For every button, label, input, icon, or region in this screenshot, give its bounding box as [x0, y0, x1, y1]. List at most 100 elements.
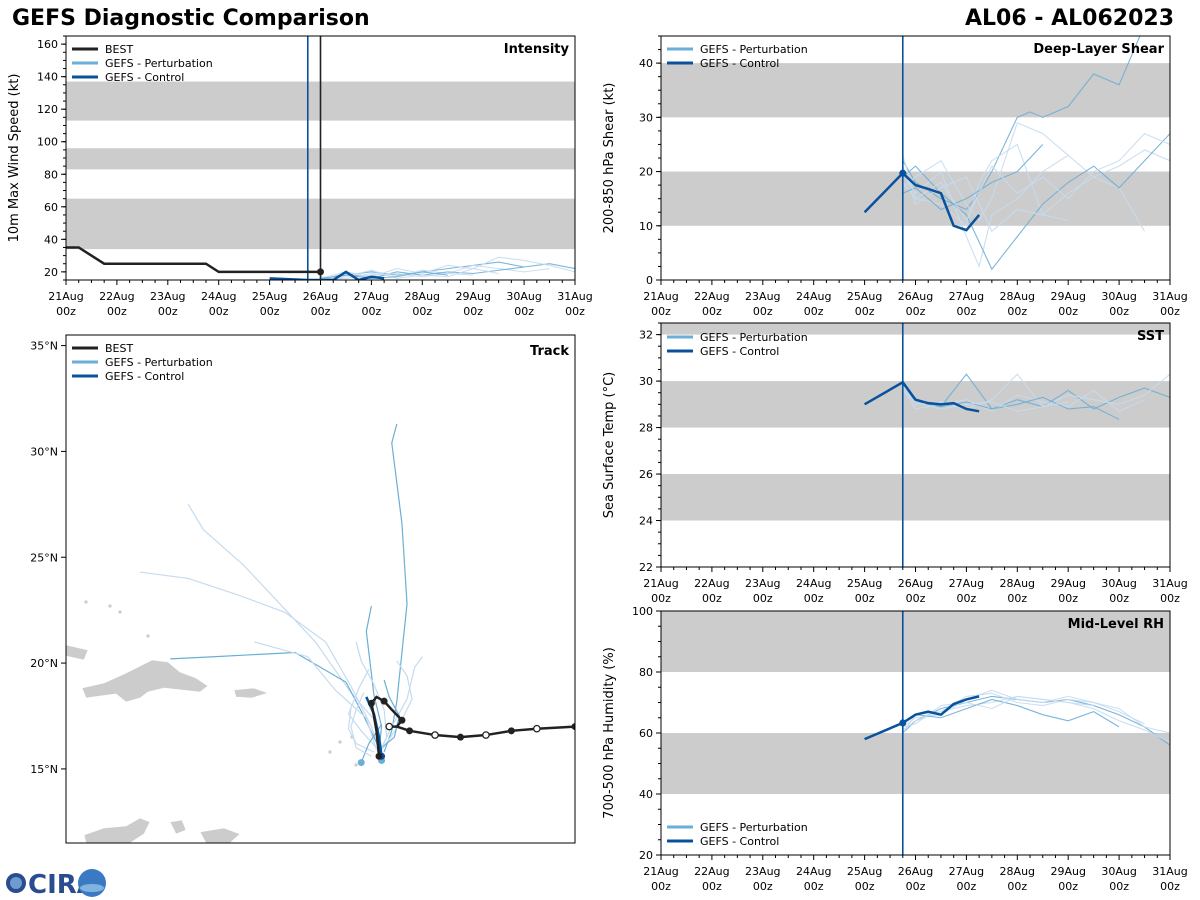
x-tick-label: 22Aug	[694, 577, 729, 590]
perturbation-line	[320, 272, 474, 280]
lat-tick-label: 20°N	[30, 657, 58, 670]
legend-label-perturbation: GEFS - Perturbation	[700, 821, 808, 834]
x-tick-label: 22Aug	[99, 290, 134, 303]
perturbation-track	[187, 504, 383, 748]
lat-tick-label: 35°N	[30, 340, 58, 353]
small-island	[354, 763, 358, 767]
control-marker	[899, 719, 907, 727]
y-tick-label: 40	[639, 57, 653, 70]
x-tick-sublabel: 00z	[906, 592, 926, 605]
y-tick-label: 20	[44, 266, 58, 279]
x-tick-sublabel: 00z	[804, 592, 824, 605]
y-tick-label: 100	[37, 136, 58, 149]
panel-title: Intensity	[504, 42, 570, 57]
y-tick-label: 32	[639, 329, 653, 342]
best-position-open-marker	[431, 731, 439, 739]
best-track	[370, 695, 575, 757]
perturbation-line	[902, 132, 1170, 222]
x-tick-sublabel: 00z	[260, 305, 280, 318]
plot-area	[661, 36, 1170, 280]
panel-title: SST	[1137, 329, 1164, 344]
y-tick-label: 120	[37, 103, 58, 116]
x-tick-label: 27Aug	[949, 577, 984, 590]
panel-title: Deep-Layer Shear	[1033, 42, 1164, 57]
x-tick-sublabel: 00z	[107, 305, 127, 318]
perturbation-line	[902, 36, 1141, 211]
x-tick-sublabel: 00z	[651, 592, 671, 605]
x-tick-label: 28Aug	[1000, 577, 1035, 590]
y-tick-label: 30	[639, 111, 653, 124]
x-tick-sublabel: 00z	[1160, 305, 1180, 318]
lat-tick-label: 30°N	[30, 445, 58, 458]
x-tick-sublabel: 00z	[906, 880, 926, 893]
x-tick-label: 23Aug	[745, 290, 780, 303]
x-tick-label: 28Aug	[1000, 290, 1035, 303]
x-tick-label: 30Aug	[1101, 577, 1136, 590]
perturbation-line	[320, 256, 575, 279]
x-tick-label: 23Aug	[150, 290, 185, 303]
perturbation-line	[902, 122, 1069, 222]
x-tick-sublabel: 00z	[651, 305, 671, 318]
x-tick-sublabel: 00z	[1058, 880, 1078, 893]
control-line	[269, 270, 385, 280]
legend-label-control: GEFS - Control	[105, 71, 184, 84]
small-island	[338, 740, 342, 744]
y-tick-label: 22	[639, 561, 653, 574]
x-tick-sublabel: 00z	[753, 592, 773, 605]
lat-tick-label: 25°N	[30, 551, 58, 564]
x-tick-sublabel: 00z	[702, 305, 722, 318]
x-tick-sublabel: 00z	[957, 880, 977, 893]
legend-label-best: BEST	[105, 342, 133, 355]
x-tick-label: 28Aug	[405, 290, 440, 303]
x-tick-label: 22Aug	[694, 290, 729, 303]
legend-label-best: BEST	[105, 43, 133, 56]
cira-logo: CIRA	[6, 869, 106, 900]
y-tick-label: 10	[639, 220, 653, 233]
best-position-marker	[507, 727, 515, 735]
x-tick-sublabel: 00z	[651, 880, 671, 893]
best-position-marker	[406, 727, 414, 735]
perturbation-track	[170, 651, 380, 749]
legend-label-control: GEFS - Control	[700, 835, 779, 848]
panel-title: Mid-Level RH	[1068, 617, 1164, 632]
legend-label-control: GEFS - Control	[105, 370, 184, 383]
best-position-open-marker	[532, 724, 541, 733]
x-tick-sublabel: 00z	[702, 592, 722, 605]
x-tick-sublabel: 00z	[1109, 305, 1129, 318]
x-tick-label: 21Aug	[643, 865, 678, 878]
plot-area	[66, 36, 575, 280]
x-tick-label: 29Aug	[1050, 865, 1085, 878]
x-tick-label: 24Aug	[796, 290, 831, 303]
y-tick-label: 40	[44, 233, 58, 246]
perturbation-line	[902, 143, 1146, 232]
best-position-open-marker	[385, 722, 394, 731]
x-tick-label: 31Aug	[1152, 577, 1187, 590]
perturbation-track	[381, 660, 413, 751]
lat-tick-label: 15°N	[30, 763, 58, 776]
best-position-marker	[375, 752, 383, 760]
x-tick-label: 23Aug	[745, 865, 780, 878]
axes-frame	[660, 322, 1171, 568]
perturbation-track	[383, 423, 408, 753]
perturbation-track	[347, 669, 377, 749]
x-tick-sublabel: 00z	[209, 305, 229, 318]
x-tick-sublabel: 00z	[1007, 305, 1027, 318]
perturbation-track	[381, 656, 423, 749]
perturbation-track	[350, 692, 372, 757]
x-tick-label: 25Aug	[847, 290, 882, 303]
legend-label-control: GEFS - Control	[700, 57, 779, 70]
y-tick-label: 140	[37, 71, 58, 84]
x-tick-label: 31Aug	[1152, 290, 1187, 303]
plot-area	[661, 323, 1170, 567]
best-position-open-marker	[482, 731, 490, 739]
panel-track: 15°N 20°N 25°N 30°N 35°N Track	[30, 334, 576, 844]
legend-label-perturbation: GEFS - Perturbation	[700, 43, 808, 56]
x-tick-label: 29Aug	[455, 290, 490, 303]
x-tick-sublabel: 00z	[1160, 880, 1180, 893]
x-tick-sublabel: 00z	[702, 880, 722, 893]
x-tick-label: 29Aug	[1050, 577, 1085, 590]
y-axis-label: 700-500 hPa Humidity (%)	[602, 647, 617, 819]
legend-label-perturbation: GEFS - Perturbation	[105, 57, 213, 70]
